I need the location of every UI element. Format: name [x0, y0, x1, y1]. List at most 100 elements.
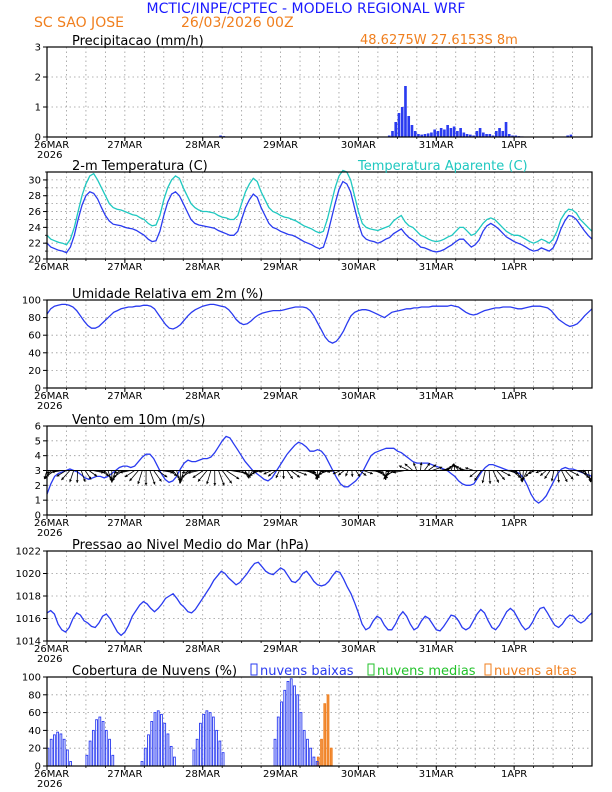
xtick-label: 26MAR [34, 262, 69, 273]
xtick-label: 27MAR [107, 644, 142, 655]
wind-arrow-head [501, 476, 505, 480]
xtick-label: 1APR [501, 262, 527, 273]
legend-swatch [250, 663, 258, 676]
precip-bar [472, 135, 475, 137]
ytick-label: 30 [28, 175, 41, 186]
xtick-label: 29MAR [263, 769, 298, 780]
precip-bar [507, 134, 511, 137]
cloud-bar [205, 710, 209, 767]
wind-arrow-head [173, 473, 177, 476]
cloud-bar [221, 752, 225, 767]
precip-bar [413, 131, 417, 137]
ytick-label: 4 [35, 451, 41, 462]
panel-title: 2-m Temperatura (C) [72, 159, 208, 174]
cloud-bar [88, 740, 92, 767]
cloud-bar [69, 761, 73, 767]
xtick-label: 30MAR [341, 644, 376, 655]
wind-arrow-head [88, 476, 92, 480]
panel-temp: 20 22 24 26 28 30 26MAR 27MAR 28MAR 29MAR 30MAR 31M… [28, 159, 593, 273]
precip-bar [494, 131, 498, 137]
xtick-label: 29MAR [263, 140, 298, 151]
series-line [46, 180, 593, 254]
wind-arrow-head [315, 476, 319, 480]
ytick-label: 3 [35, 43, 41, 54]
cloud-bar [309, 747, 313, 767]
wind-arrow-head [158, 478, 162, 482]
ytick-label: 0 [35, 762, 41, 773]
xtick-year: 2026 [37, 401, 62, 412]
precip-bar [387, 135, 391, 137]
xtick-label: 26MAR [34, 769, 69, 780]
panel-frame [46, 171, 593, 260]
panel-wind: 0 1 2 3 4 5 6 26MAR 27MAR 28MAR 29MAR 30MAR 31MAR 1AP… [34, 413, 593, 539]
wind-arrow-head [557, 479, 561, 483]
wind-arrow-head [290, 475, 293, 479]
panel-rh: 0 20 40 60 80 100 26MAR 27MAR 28MAR 29MAR 30MAR 31M… [22, 287, 593, 412]
cloud-bar [111, 754, 115, 767]
wind-arrow-head [213, 483, 217, 486]
precip-bar [219, 135, 222, 137]
panel-frame [46, 299, 593, 389]
cloud-bar [166, 733, 170, 767]
precip-bar [469, 134, 472, 137]
series-line [46, 435, 593, 504]
cloud-bar [173, 756, 176, 767]
xtick-label: 31MAR [419, 769, 454, 780]
panel-title: Precipitacao (mm/h) [72, 34, 204, 49]
cloud-bar [85, 754, 89, 767]
cloud-bar [53, 734, 56, 767]
wind-arrow-head [275, 475, 279, 479]
precip-bar [410, 125, 414, 137]
cloud-bar [56, 731, 60, 767]
wind-arrow-head [496, 479, 499, 483]
precip-bar [482, 132, 485, 137]
series-line [46, 169, 593, 246]
wind-arrow-head [282, 476, 286, 479]
wind-arrow-head [481, 480, 485, 484]
wind-arrow-head [181, 474, 185, 478]
wind-arrow-head [248, 474, 251, 478]
precip-bar [465, 134, 469, 137]
panel-precip: 0 1 2 3 26MAR 27MAR 28MAR 29MAR 30MAR 31MAR 1APR 20… [34, 33, 593, 161]
wind-arrow-head [456, 465, 460, 469]
cloud-bar [66, 749, 69, 767]
panel-pres: 1014 1016 1018 1020 1022 26MAR 27MAR 28MAR 29MAR… [16, 538, 593, 665]
wind-arrow-head [488, 481, 492, 484]
precip-bar [452, 126, 456, 137]
precip-bar [504, 122, 508, 137]
xtick-label: 27MAR [107, 140, 142, 151]
wind-arrow-head [144, 482, 148, 486]
precip-bar [498, 128, 501, 137]
xtick-label: 30MAR [341, 769, 376, 780]
cloud-bar [101, 721, 105, 767]
ytick-label: 1016 [16, 614, 41, 625]
wind-arrow-head [114, 471, 117, 474]
legend-label: nuvens medias [377, 664, 476, 679]
cloud-bar [273, 738, 277, 767]
precip-bar [423, 134, 427, 137]
cloud-bar [329, 747, 333, 767]
wind-arrow-head [433, 464, 437, 468]
precip-bar [404, 86, 407, 137]
wind-arrow-head [383, 476, 387, 480]
wind-arrow-head [51, 470, 55, 474]
wind-arrow-head [507, 473, 511, 476]
header-location: SC SAO JOSE [34, 15, 124, 31]
wind-arrow-head [522, 476, 526, 480]
cloud-bar [95, 719, 98, 767]
precip-bar [485, 134, 488, 137]
xtick-year: 2026 [37, 654, 62, 665]
xtick-label: 31MAR [419, 644, 454, 655]
wind-arrow-head [296, 474, 300, 478]
wind-arrow-head [316, 474, 320, 478]
cloud-bar [140, 761, 144, 767]
wind-arrow-head [535, 470, 539, 474]
cloud-bar [169, 745, 173, 767]
cloud-bar [49, 738, 53, 767]
xtick-label: 30MAR [341, 518, 376, 529]
wind-arrow-head [576, 473, 580, 476]
xtick-label: 26MAR [34, 140, 69, 151]
wind-arrow-head [345, 473, 348, 477]
wind-arrow-head [56, 473, 60, 477]
